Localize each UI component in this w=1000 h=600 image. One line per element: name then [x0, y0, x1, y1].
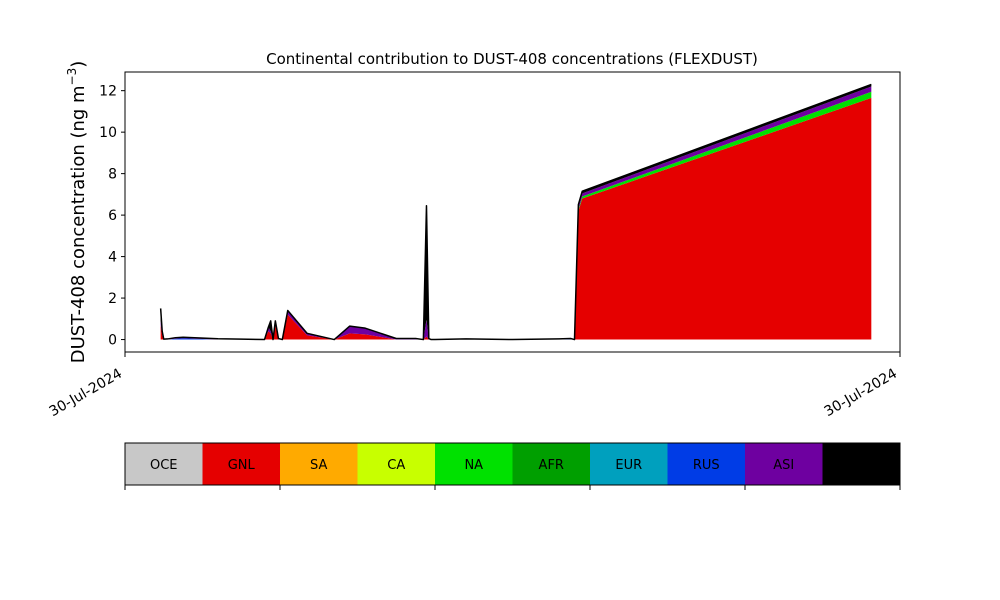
- colorbar-swatch-oce: [125, 443, 203, 485]
- colorbar-swatch-afr: [512, 443, 590, 485]
- x-axis: 30-Jul-2024 30-Jul-2024: [47, 352, 901, 421]
- stacked-area-layers: [160, 84, 872, 340]
- colorbar-swatch-ca: [357, 443, 435, 485]
- y-axis: 0 2 4 6 8 10 12: [99, 84, 125, 349]
- colorbar-label-aus: AUS: [848, 458, 875, 473]
- y-tick-label: 6: [108, 208, 117, 224]
- chart-title: Continental contribution to DUST-408 con…: [266, 50, 758, 68]
- colorbar-swatch-rus: [667, 443, 745, 485]
- y-tick-label: 0: [108, 333, 117, 349]
- colorbar-swatch-asi: [745, 443, 823, 485]
- colorbar-swatch-aus: [822, 443, 900, 485]
- x-tick-label: 30-Jul-2024: [47, 366, 125, 421]
- colorbar-label-oce: OCE: [150, 458, 178, 473]
- y-axis-label-superscript: −3: [65, 68, 79, 86]
- colorbar-label-afr: AFR: [539, 458, 564, 473]
- region-colorbar: OCE GNL SA CA NA AFR EUR RUS ASI AUS: [124, 442, 901, 490]
- y-tick-label: 2: [108, 291, 117, 307]
- y-tick-label: 8: [108, 167, 117, 183]
- colorbar-label-eur: EUR: [615, 458, 642, 473]
- y-axis-label: DUST-408 concentration (ng m−3): [65, 61, 89, 364]
- colorbar-label-gnl: GNL: [228, 458, 256, 473]
- colorbar-swatch-na: [435, 443, 513, 485]
- y-axis-label-main: DUST-408 concentration (ng m: [68, 85, 89, 363]
- colorbar-frame: [124, 442, 901, 486]
- colorbar-label-na: NA: [464, 458, 483, 473]
- colorbar-swatch-eur: [590, 443, 668, 485]
- plot-area: [124, 71, 901, 353]
- y-tick-label: 10: [99, 125, 117, 141]
- colorbar-swatch-gnl: [202, 443, 280, 485]
- colorbar-swatch-sa: [280, 443, 358, 485]
- colorbar-label-ca: CA: [387, 458, 405, 473]
- y-axis-label-close: ): [68, 61, 89, 68]
- total-line-group: [159, 83, 872, 341]
- area-gnl: [160, 97, 872, 340]
- x-tick-label: 30-Jul-2024: [822, 366, 900, 421]
- colorbar-label-asi: ASI: [773, 458, 794, 473]
- colorbar-label-sa: SA: [310, 458, 327, 473]
- y-tick-label: 12: [99, 84, 117, 100]
- colorbar-label-rus: RUS: [693, 458, 720, 473]
- plot-frame: [124, 71, 901, 353]
- total-concentration-line: [159, 83, 872, 341]
- y-tick-label: 4: [108, 250, 117, 266]
